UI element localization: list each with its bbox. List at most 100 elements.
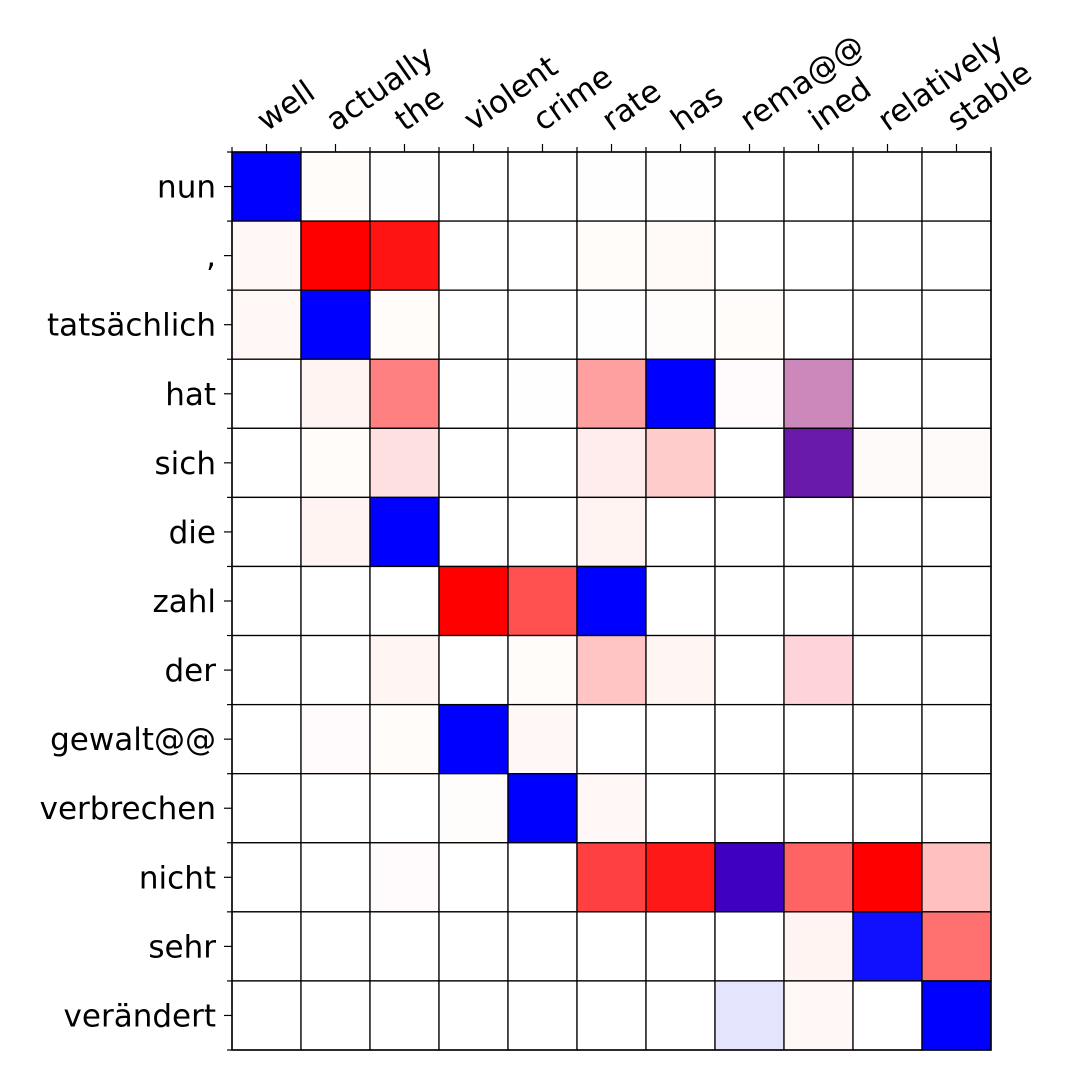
heatmap-cell [783,980,854,1051]
heatmap-cell [300,220,371,291]
heatmap-cell [645,427,716,499]
heatmap-cell [576,703,647,775]
heatmap-cell [369,289,440,360]
heatmap-cell [714,496,785,568]
heatmap-cell [507,358,578,429]
heatmap-cell [714,427,785,499]
heatmap-cell [507,634,578,706]
heatmap-cell [783,220,854,291]
heatmap-cell [300,634,371,706]
heatmap-cell [852,220,923,291]
heatmap-cell [507,703,578,775]
heatmap-cell [645,151,716,222]
heatmap-cell [714,220,785,291]
heatmap-cell [783,289,854,360]
heatmap-cell [852,358,923,429]
y-tick-label: die [169,515,216,551]
heatmap-cell [231,634,302,706]
heatmap-cell [231,496,302,568]
heatmap-cell [300,565,371,637]
heatmap-cell [714,703,785,775]
heatmap-cell [438,496,509,568]
heatmap-cell [921,358,992,429]
heatmap-cell [645,911,716,982]
heatmap-cell [852,773,923,844]
heatmap-cell [576,427,647,499]
heatmap-cell [921,289,992,360]
heatmap-cell [852,842,923,913]
y-tick-label: gewalt@@ [50,722,216,758]
heatmap-cell [507,427,578,499]
y-tick-label: zahl [152,584,216,620]
heatmap-cell [783,842,854,913]
heatmap-cell [576,634,647,706]
heatmap-cell [576,358,647,429]
heatmap-cell [438,427,509,499]
heatmap-cell [576,289,647,360]
heatmap-cell [369,427,440,499]
x-tick-label: has [664,78,730,139]
heatmap-cell [369,565,440,637]
heatmap-cell [645,980,716,1051]
heatmap-cell [369,496,440,568]
heatmap-cell [852,911,923,982]
heatmap-cell [231,911,302,982]
heatmap-cell [921,565,992,637]
heatmap-cell [783,634,854,706]
heatmap-cell [576,220,647,291]
heatmap-cell [852,980,923,1051]
heatmap-cell [645,703,716,775]
heatmap-cell [507,289,578,360]
heatmap-cell [438,911,509,982]
axis-ticks [224,144,992,1051]
heatmap-cell [507,773,578,844]
heatmap-cell [438,703,509,775]
heatmap-cell [231,703,302,775]
heatmap-cell [645,289,716,360]
heatmap-cell [921,703,992,775]
heatmap-cell [852,634,923,706]
heatmap-cell [231,565,302,637]
heatmap-cell [507,565,578,637]
heatmap-cell [714,565,785,637]
heatmap-cell [369,980,440,1051]
heatmap-cell [783,703,854,775]
heatmap-cell [507,496,578,568]
heatmap-cell [921,980,992,1051]
heatmap-cell [369,151,440,222]
heatmap-cell [921,842,992,913]
heatmap-cell [714,358,785,429]
heatmap-cell [921,634,992,706]
heatmap-cell [576,911,647,982]
y-tick-label: verändert [64,998,216,1034]
y-tick-label: tatsächlich [47,308,216,344]
heatmap-cell [645,634,716,706]
heatmap-cell [783,496,854,568]
heatmap-cell [300,289,371,360]
heatmap-cell [783,427,854,499]
heatmap-cell [921,151,992,222]
heatmap-cell [369,842,440,913]
heatmap-cell [714,911,785,982]
y-tick-label: nun [157,170,216,206]
y-tick-label: nicht [139,860,216,896]
heatmap-cell [645,220,716,291]
heatmap-cell [576,565,647,637]
heatmap-cell [300,358,371,429]
heatmap-cell [231,289,302,360]
heatmap-cell [300,842,371,913]
heatmap-cell [507,220,578,291]
heatmap-cell [645,565,716,637]
heatmap-cell [783,151,854,222]
heatmap-cell [921,427,992,499]
heatmap-cell [507,842,578,913]
heatmap-cell [507,911,578,982]
heatmap-cell [231,427,302,499]
heatmap-cell [369,911,440,982]
heatmap-cell [300,911,371,982]
heatmap-cell [921,220,992,291]
heatmap-cell [369,220,440,291]
heatmap-cell [783,773,854,844]
heatmap-cell [576,496,647,568]
